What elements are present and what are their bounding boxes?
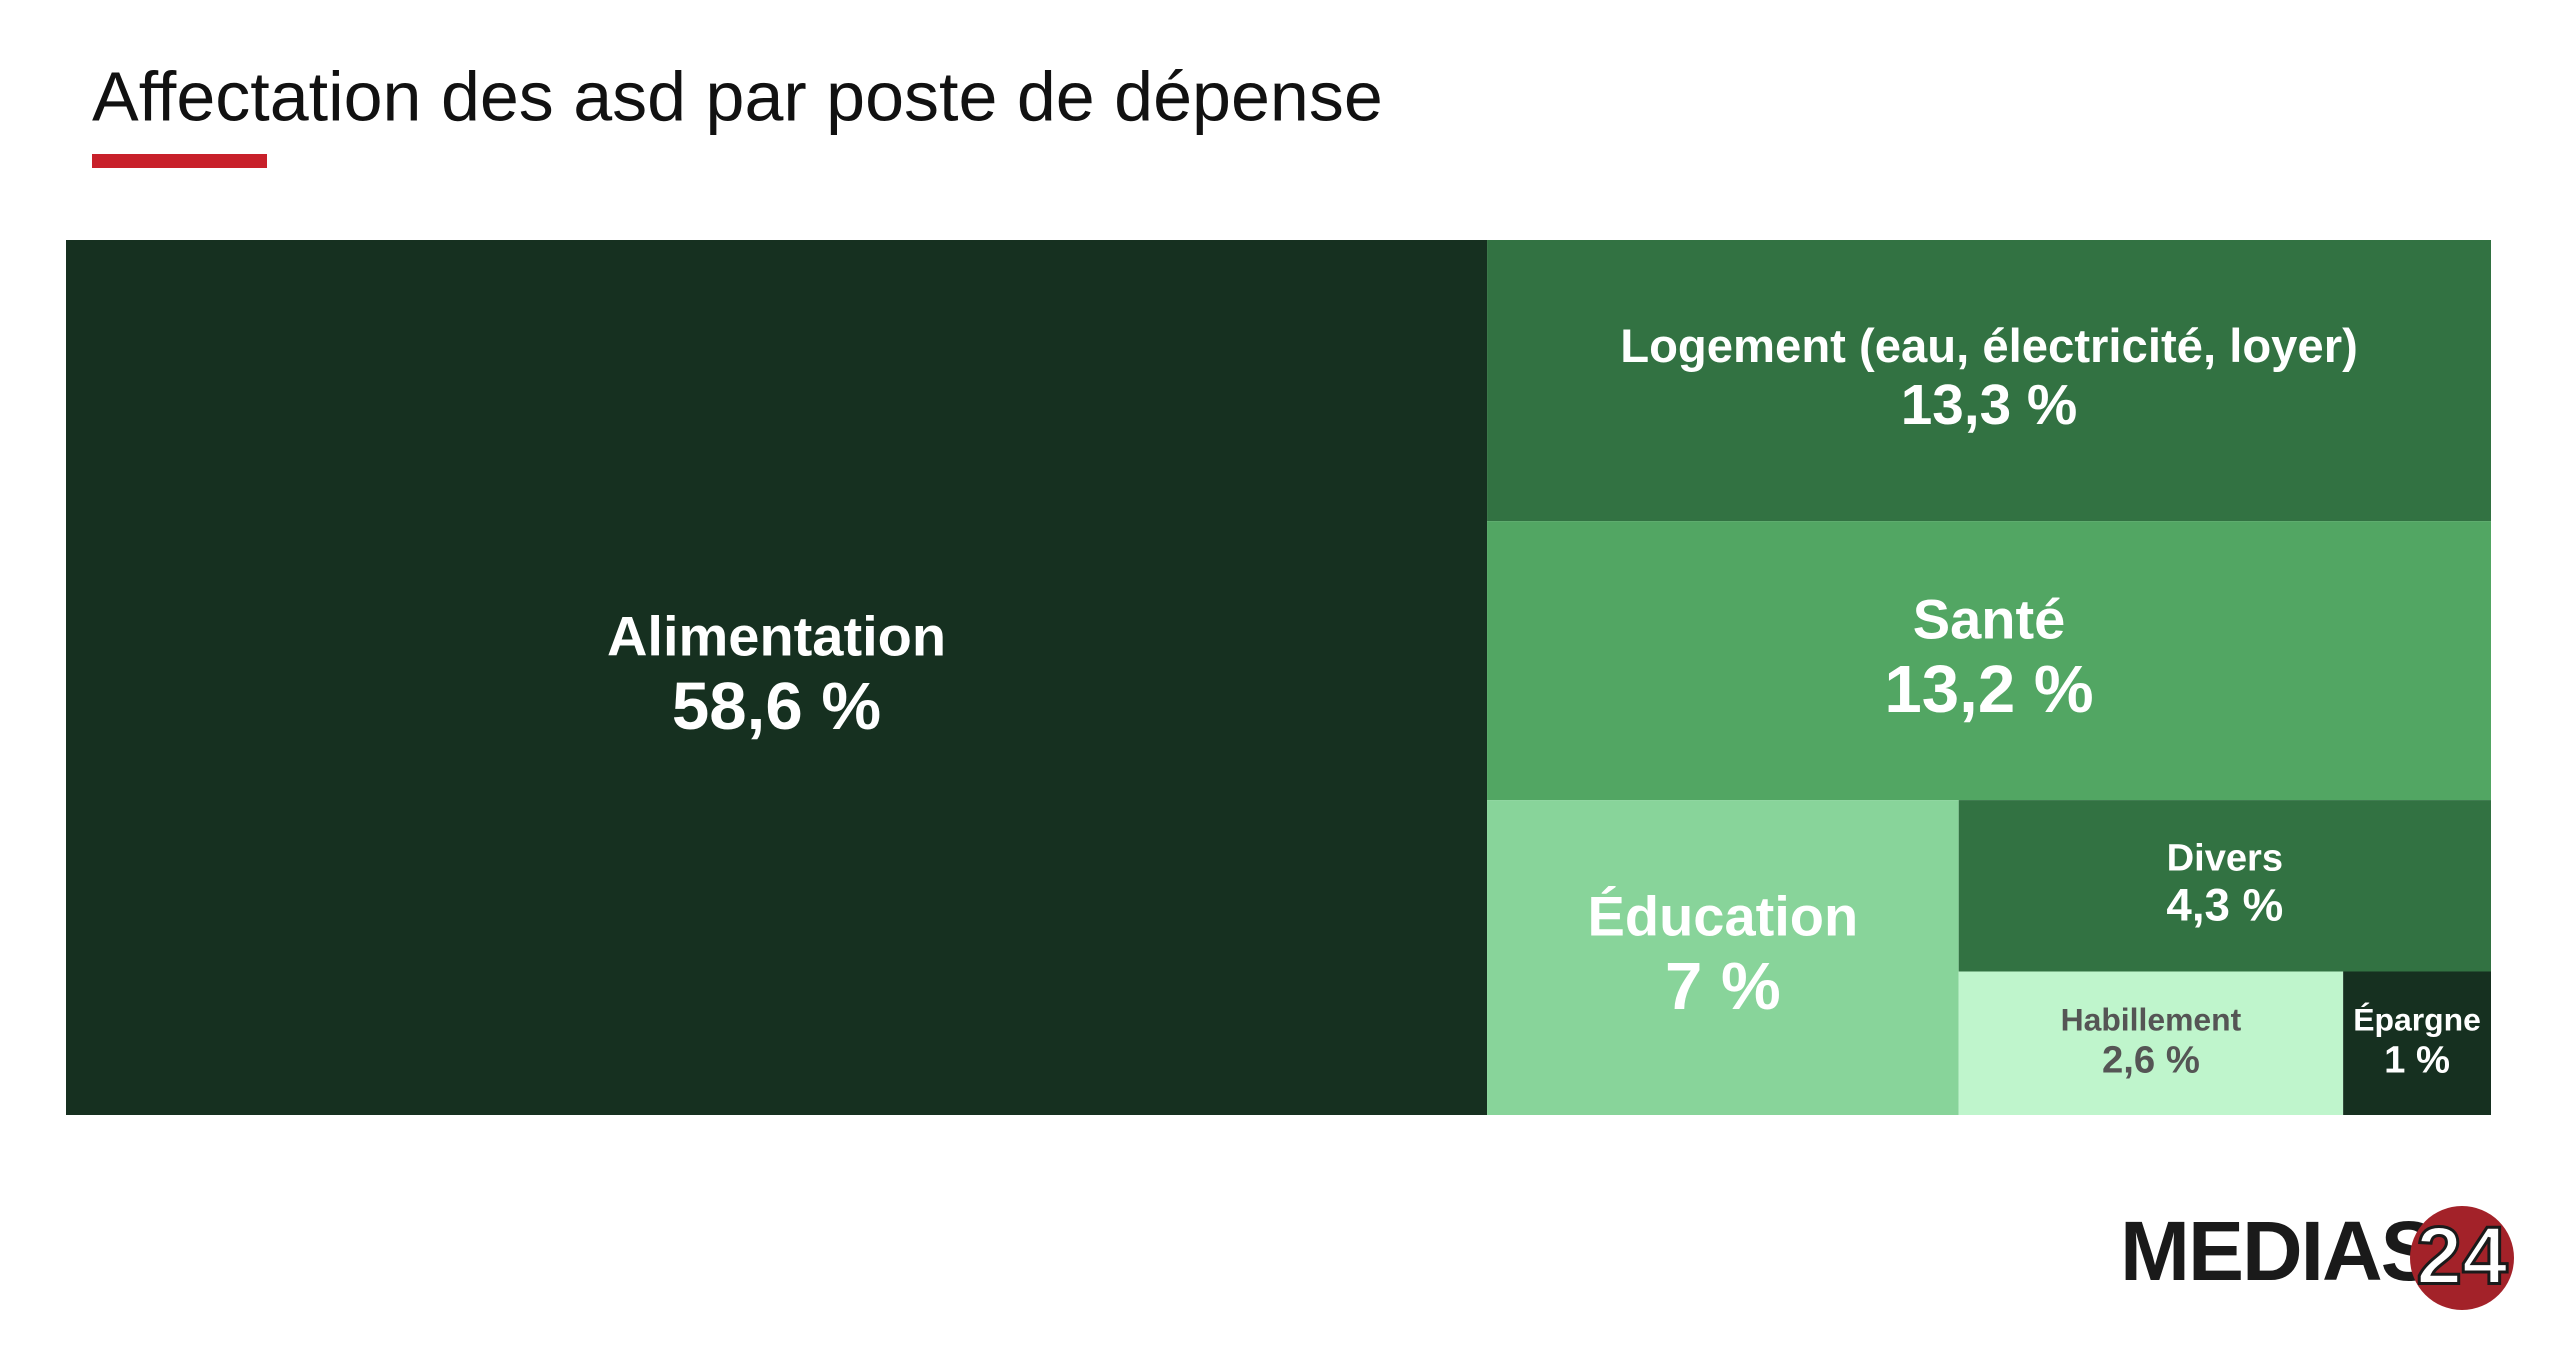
cell-label: Divers bbox=[2167, 838, 2283, 880]
treemap-rect bbox=[1958, 800, 2491, 972]
logo: MEDIAS 24 bbox=[2120, 1204, 2514, 1310]
treemap-rect bbox=[1487, 800, 1959, 1115]
cell-label: Santé bbox=[1913, 587, 2066, 650]
chart-title: Affectation des asd par poste de dépense bbox=[92, 57, 1383, 135]
logo-circle bbox=[2410, 1206, 2514, 1310]
value-label: 58,6 % bbox=[672, 669, 881, 744]
value-label: 1 % bbox=[2384, 1038, 2450, 1081]
title-underline bbox=[92, 154, 267, 168]
cell-label: Éducation bbox=[1588, 884, 1859, 947]
treemap-rect bbox=[1487, 240, 2491, 522]
cell-label: Épargne bbox=[2353, 1002, 2481, 1038]
logo-text: MEDIAS bbox=[2120, 1204, 2435, 1298]
cell-label: Logement (eau, électricité, loyer) bbox=[1620, 320, 2358, 373]
logo-number: 24 bbox=[2416, 1211, 2508, 1302]
treemap-rect bbox=[2343, 971, 2491, 1115]
value-label: 4,3 % bbox=[2166, 880, 2283, 931]
treemap-rect bbox=[1958, 971, 2344, 1115]
treemap-rect bbox=[1487, 521, 2491, 801]
value-label: 13,3 % bbox=[1901, 374, 2077, 437]
value-label: 7 % bbox=[1665, 949, 1781, 1024]
treemap-rect bbox=[66, 240, 1488, 1115]
value-label: 2,6 % bbox=[2102, 1038, 2200, 1081]
cell-label: Habillement bbox=[2061, 1002, 2242, 1038]
value-label: 13,2 % bbox=[1884, 652, 2093, 727]
cell-label: Alimentation bbox=[607, 604, 946, 667]
treemap-cell: Logement (eau, électricité, loyer)13,3 % bbox=[1487, 240, 2491, 522]
